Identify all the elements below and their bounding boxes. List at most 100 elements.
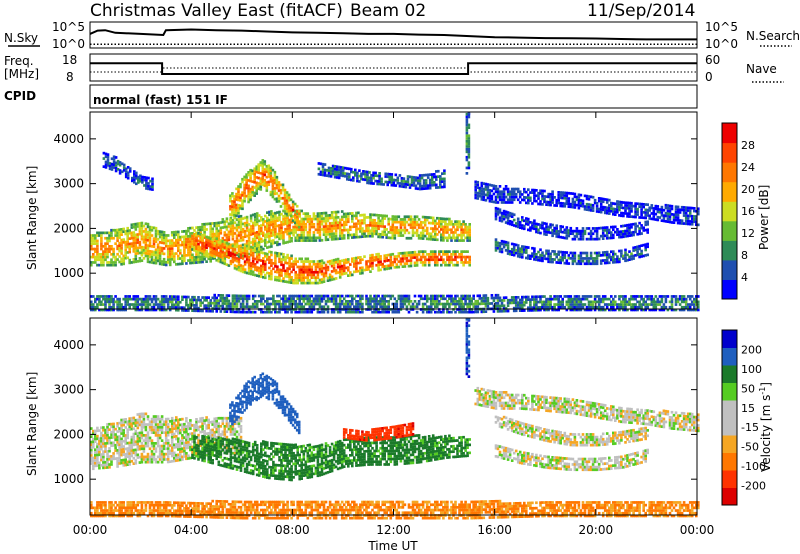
data-cell (290, 265, 293, 268)
data-cell (90, 305, 93, 309)
data-cell (217, 304, 221, 308)
data-cell (506, 222, 510, 225)
data-cell (245, 194, 248, 198)
data-cell (406, 177, 410, 181)
data-cell (215, 237, 218, 241)
data-cell (213, 236, 216, 240)
data-cell (366, 181, 369, 185)
data-cell (508, 252, 512, 256)
data-cell (454, 294, 457, 298)
data-cell (229, 194, 232, 198)
data-cell (490, 189, 494, 193)
data-cell (205, 235, 208, 239)
data-cell (112, 155, 116, 159)
data-cell (448, 261, 451, 264)
data-cell (164, 295, 168, 298)
data-cell (110, 157, 114, 161)
data-cell (464, 250, 467, 253)
data-cell (177, 306, 180, 309)
data-cell (668, 215, 672, 218)
data-cell (628, 209, 631, 213)
data-cell (96, 255, 99, 259)
data-cell (438, 217, 441, 220)
data-cell (595, 227, 599, 230)
data-cell (164, 244, 168, 248)
data-cell (116, 297, 119, 301)
data-cell (318, 217, 322, 221)
data-cell (348, 167, 351, 171)
data-cell (199, 231, 202, 234)
data-cell (690, 217, 694, 221)
data-cell (508, 214, 512, 218)
data-cell (308, 294, 312, 298)
data-cell (215, 302, 218, 305)
data-cell (274, 278, 277, 282)
data-cell (104, 300, 107, 304)
data-cell (330, 300, 334, 303)
data-cell (539, 226, 542, 229)
data-cell (310, 223, 314, 226)
data-cell (630, 234, 633, 237)
data-cell (104, 258, 107, 262)
data-cell (177, 300, 180, 304)
data-cell (285, 199, 289, 202)
data-cell (285, 201, 289, 205)
data-cell (666, 217, 670, 221)
data-cell (187, 235, 190, 238)
data-cell (482, 193, 486, 196)
data-cell (334, 271, 338, 275)
data-cell (384, 175, 387, 178)
data-cell (164, 297, 168, 301)
data-cell (283, 199, 287, 203)
data-cell (378, 180, 381, 183)
data-cell (207, 304, 210, 308)
data-cell (492, 184, 496, 188)
data-cell (676, 221, 680, 225)
data-cell (297, 220, 301, 224)
data-cell (320, 220, 324, 223)
data-cell (177, 257, 180, 261)
data-cell (383, 230, 386, 234)
data-cell (597, 254, 601, 257)
data-cell (541, 259, 544, 263)
data-cell (320, 262, 324, 265)
data-cell (529, 191, 532, 194)
data-cell (148, 236, 152, 240)
data-cell (140, 251, 144, 254)
data-cell (361, 310, 364, 314)
data-cell (320, 238, 324, 242)
data-cell (324, 214, 328, 218)
data-cell (253, 231, 257, 235)
data-cell (173, 236, 176, 239)
data-cell (304, 268, 308, 271)
data-cell (486, 188, 490, 192)
data-cell (365, 216, 368, 219)
data-cell (373, 294, 376, 298)
data-cell (523, 196, 526, 199)
data-cell (166, 250, 170, 253)
data-cell (193, 229, 196, 232)
data-cell (203, 236, 206, 239)
data-cell (221, 236, 225, 240)
data-cell (510, 242, 514, 246)
data-cell (686, 209, 690, 212)
data-cell (268, 221, 271, 225)
data-cell (268, 297, 271, 301)
data-cell (253, 186, 256, 189)
data-cell (450, 255, 453, 259)
data-cell (438, 219, 441, 223)
data-cell (146, 252, 150, 255)
data-cell (357, 305, 360, 309)
data-cell (375, 294, 378, 298)
data-cell (183, 235, 186, 239)
data-cell (601, 259, 605, 262)
data-cell (239, 217, 243, 221)
data-cell (446, 310, 449, 314)
data-cell (126, 295, 129, 298)
data-cell (533, 247, 536, 250)
data-cell (397, 220, 401, 224)
data-cell (90, 247, 93, 251)
data-cell (664, 211, 668, 215)
data-cell (407, 215, 411, 219)
data-cell (237, 212, 240, 215)
